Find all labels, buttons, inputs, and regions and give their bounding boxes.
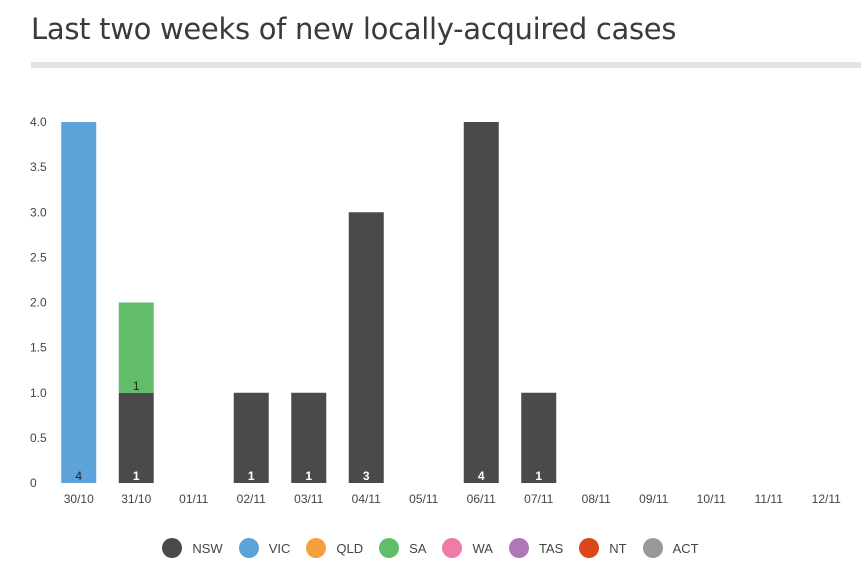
x-tick-label: 07/11 <box>524 492 553 506</box>
legend-item-nt[interactable]: NT <box>579 538 627 558</box>
chart-legend: NSW VIC QLD SA WA TAS NT ACT <box>0 536 861 560</box>
legend-label: ACT <box>672 540 699 556</box>
data-label: 3 <box>363 469 370 483</box>
legend-swatch <box>442 538 463 558</box>
legend-label: QLD <box>336 540 364 556</box>
legend-item-tas[interactable]: TAS <box>508 538 564 558</box>
data-label: 4 <box>75 469 82 483</box>
bar-chart: 0 0.5 1.0 1.5 2.0 2.5 3.0 3.5 4.0 30/10 31/10 01/11… <box>30 115 841 506</box>
data-label: 1 <box>133 469 140 483</box>
data-label: 1 <box>535 469 542 483</box>
legend-swatch <box>508 538 529 558</box>
legend-label: WA <box>472 540 493 556</box>
bar-nsw-02-11 <box>233 392 269 483</box>
bar-nsw-31-10 <box>118 392 154 483</box>
y-tick-label: 3.0 <box>30 205 47 219</box>
x-tick-label: 05/11 <box>409 492 438 506</box>
legend-label: SA <box>409 540 427 556</box>
x-tick-label: 03/11 <box>294 492 323 506</box>
chart-title: Last two weeks of new locally-acquired c… <box>31 12 677 46</box>
y-tick-label: 3.5 <box>30 160 47 174</box>
legend-label: NSW <box>192 540 223 556</box>
legend-label: NT <box>609 540 627 556</box>
legend-item-qld[interactable]: QLD <box>306 538 363 558</box>
legend-item-sa[interactable]: SA <box>379 538 426 558</box>
bar-nsw-04-11 <box>348 212 384 483</box>
legend-swatch <box>642 538 663 558</box>
y-tick-label: 1.5 <box>30 341 47 355</box>
x-tick-label: 11/11 <box>755 492 784 506</box>
x-tick-label: 08/11 <box>582 492 611 506</box>
legend-item-wa[interactable]: WA <box>442 538 493 558</box>
x-tick-label: 02/11 <box>237 492 266 506</box>
data-label: 4 <box>478 469 485 483</box>
data-label: 1 <box>248 469 255 483</box>
legend-item-nsw[interactable]: NSW <box>162 538 223 558</box>
legend-item-act[interactable]: ACT <box>642 538 699 558</box>
legend-label: VIC <box>268 540 291 556</box>
legend-label: TAS <box>538 540 564 556</box>
legend-swatch <box>579 538 600 558</box>
legend-item-vic[interactable]: VIC <box>238 538 291 558</box>
x-tick-label: 01/11 <box>179 492 208 506</box>
y-tick-label: 2.0 <box>30 296 47 310</box>
y-tick-label: 4.0 <box>30 115 47 129</box>
y-tick-label: 2.5 <box>30 250 47 264</box>
x-tick-label: 12/11 <box>812 492 841 506</box>
x-tick-label: 04/11 <box>352 492 381 506</box>
x-tick-label: 06/11 <box>467 492 496 506</box>
data-label: 1 <box>305 469 312 483</box>
legend-swatch <box>306 538 327 558</box>
bar-nsw-07-11 <box>521 392 557 483</box>
y-tick-label: 0.5 <box>30 431 47 445</box>
legend-swatch <box>238 538 259 558</box>
x-tick-label: 09/11 <box>639 492 668 506</box>
x-tick-label: 10/11 <box>697 492 726 506</box>
bar-sa-31-10 <box>118 302 154 393</box>
x-tick-label: 31/10 <box>121 492 151 506</box>
y-tick-label: 1.0 <box>30 386 47 400</box>
x-tick-label: 30/10 <box>64 492 94 506</box>
bar-vic-30-10 <box>61 122 97 483</box>
data-label: 1 <box>133 379 140 393</box>
bar-nsw-03-11 <box>291 392 327 483</box>
legend-swatch <box>162 538 183 558</box>
title-underline <box>31 62 861 68</box>
y-tick-label: 0 <box>30 476 37 490</box>
legend-swatch <box>379 538 400 558</box>
bar-nsw-06-11 <box>463 122 499 483</box>
